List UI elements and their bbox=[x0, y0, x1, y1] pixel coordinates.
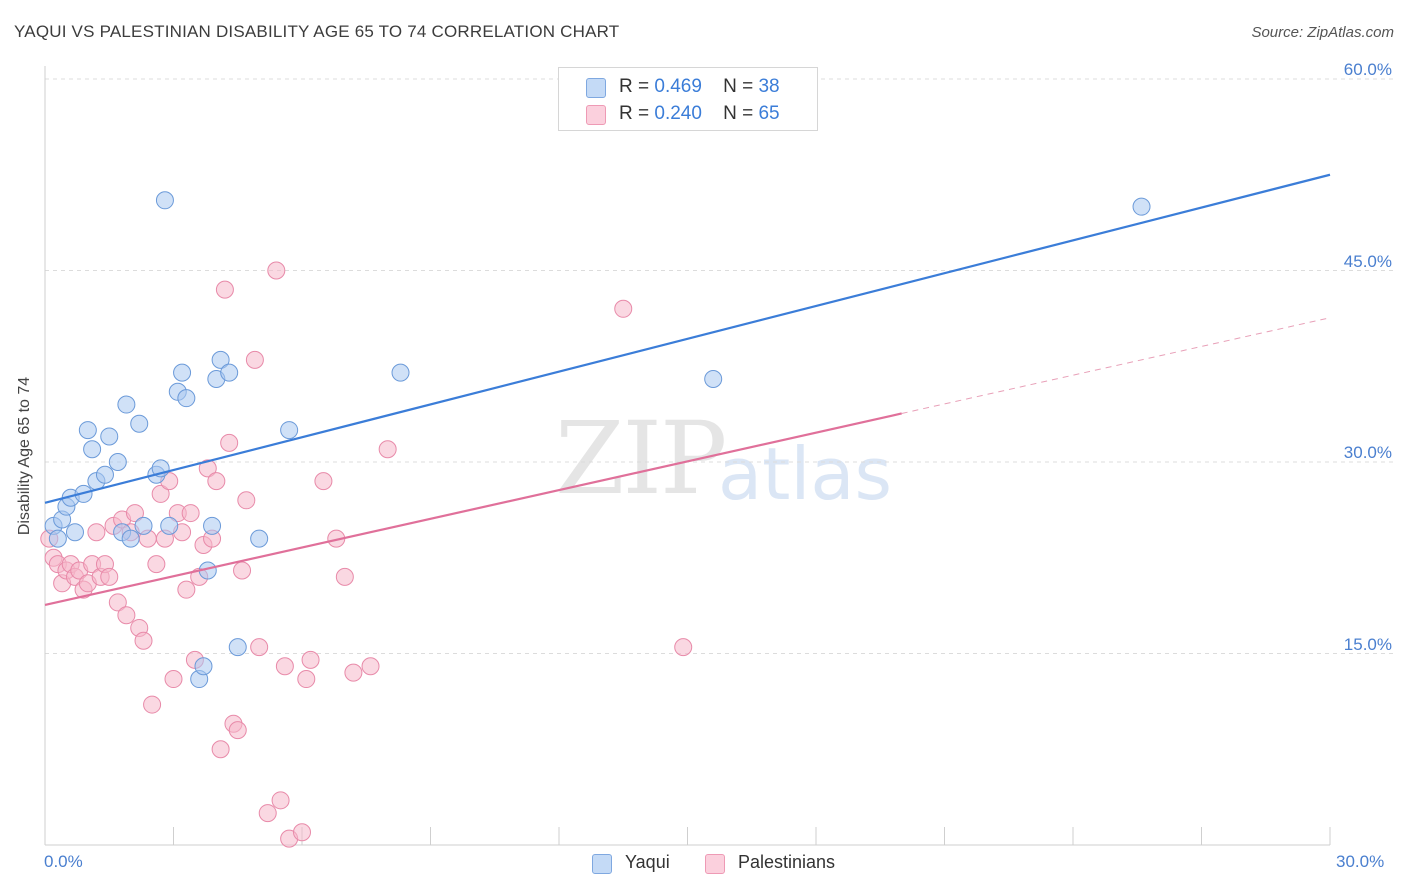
palestinians-point bbox=[297, 670, 316, 689]
yaqui-point bbox=[100, 427, 119, 446]
palestinians-point bbox=[267, 261, 286, 280]
palestinians-point bbox=[344, 663, 363, 682]
yaqui-point bbox=[121, 529, 140, 548]
axes bbox=[44, 66, 1331, 846]
palestinians-point bbox=[674, 638, 693, 657]
palestinians-point bbox=[177, 580, 196, 599]
palestinians-point bbox=[293, 823, 311, 842]
palestinians-trend-extension bbox=[901, 317, 1331, 414]
palestinians-point bbox=[100, 567, 119, 586]
r-label: R = bbox=[619, 103, 650, 124]
palestinians-point bbox=[181, 504, 200, 523]
palestinians-point bbox=[147, 555, 166, 574]
palestinians-swatch bbox=[586, 105, 606, 125]
y-tick-label: 45.0% bbox=[1343, 251, 1392, 271]
yaqui-point bbox=[250, 529, 269, 548]
palestinians-point bbox=[361, 657, 380, 676]
palestinians-swatch bbox=[705, 854, 725, 874]
palestinians-point bbox=[237, 491, 256, 510]
stats-legend: R = 0.469 N = 38 R = 0.240 N = 65 bbox=[558, 67, 818, 131]
yaqui-point bbox=[155, 191, 174, 210]
yaqui-point bbox=[194, 657, 213, 676]
yaqui-point bbox=[117, 395, 136, 414]
palestinians-point bbox=[198, 459, 217, 478]
yaqui-point bbox=[78, 421, 97, 440]
palestinians-point bbox=[164, 670, 183, 689]
yaqui-point bbox=[95, 465, 114, 484]
palestinians-point bbox=[233, 561, 252, 580]
yaqui-point bbox=[280, 421, 299, 440]
palestinians-point bbox=[87, 523, 106, 542]
palestinians-point bbox=[614, 299, 633, 318]
yaqui-trend-line bbox=[44, 173, 1331, 504]
palestinians-point bbox=[245, 350, 264, 369]
palestinians-point bbox=[335, 567, 354, 586]
yaqui-point bbox=[130, 414, 149, 433]
legend-label-palestinians: Palestinians bbox=[738, 852, 836, 872]
palestinians-trend-line bbox=[44, 412, 902, 607]
palestinians-point bbox=[250, 638, 269, 657]
yaqui-point bbox=[391, 363, 410, 382]
palestinians-point bbox=[207, 472, 226, 491]
yaqui-points bbox=[44, 191, 1151, 689]
palestinians-point bbox=[275, 657, 294, 676]
palestinians-point bbox=[117, 606, 136, 625]
palestinians-point bbox=[151, 484, 170, 503]
y-axis-label: Disability Age 65 to 74 bbox=[16, 376, 33, 536]
palestinians-point bbox=[143, 695, 162, 714]
palestinians-points bbox=[40, 261, 693, 848]
palestinians-point bbox=[220, 433, 239, 452]
palestinians-point bbox=[215, 280, 234, 299]
source-credit: Source: ZipAtlas.com bbox=[1251, 24, 1394, 41]
yaqui-point bbox=[203, 516, 222, 535]
palestinians-point bbox=[301, 650, 320, 669]
palestinians-point bbox=[271, 791, 290, 810]
palestinians-point bbox=[108, 593, 127, 612]
palestinians-point bbox=[228, 721, 247, 740]
yaqui-point bbox=[173, 363, 192, 382]
y-tick-label: 60.0% bbox=[1343, 60, 1392, 79]
yaqui-swatch bbox=[592, 854, 612, 874]
n-label: N = bbox=[723, 76, 754, 97]
yaqui-point bbox=[177, 389, 196, 408]
trend-lines bbox=[44, 173, 1331, 607]
r-label: R = bbox=[619, 76, 650, 97]
palestinians-point bbox=[378, 440, 397, 459]
yaqui-point bbox=[134, 516, 153, 535]
y-tick-label: 15.0% bbox=[1343, 634, 1392, 654]
yaqui-point bbox=[211, 350, 230, 369]
palestinians-point bbox=[211, 740, 230, 759]
yaqui-point bbox=[1132, 197, 1151, 216]
chart-title: YAQUI VS PALESTINIAN DISABILITY AGE 65 T… bbox=[14, 22, 620, 41]
palestinians-point bbox=[125, 504, 144, 523]
yaqui-point bbox=[160, 516, 179, 535]
watermark-atlas: atlas bbox=[718, 432, 892, 516]
x-tick-label-min: 0.0% bbox=[44, 852, 83, 871]
y-tick-label: 30.0% bbox=[1343, 443, 1392, 462]
r-value-palestinians: 0.240 bbox=[654, 103, 702, 124]
palestinians-point bbox=[258, 804, 277, 823]
n-label: N = bbox=[723, 103, 754, 124]
yaqui-point bbox=[228, 638, 247, 657]
yaqui-swatch bbox=[586, 78, 606, 98]
n-value-yaqui: 38 bbox=[758, 76, 780, 97]
yaqui-point bbox=[704, 370, 723, 389]
palestinians-point bbox=[314, 472, 333, 491]
n-value-palestinians: 65 bbox=[758, 103, 780, 124]
yaqui-point bbox=[108, 453, 127, 471]
palestinians-point bbox=[134, 631, 153, 650]
yaqui-point bbox=[83, 440, 102, 459]
x-tick-label-max: 30.0% bbox=[1336, 852, 1385, 871]
yaqui-point bbox=[65, 523, 84, 542]
yaqui-point bbox=[48, 529, 67, 548]
r-value-yaqui: 0.469 bbox=[654, 76, 702, 97]
legend-label-yaqui: Yaqui bbox=[625, 852, 670, 872]
yaqui-point bbox=[220, 363, 239, 382]
